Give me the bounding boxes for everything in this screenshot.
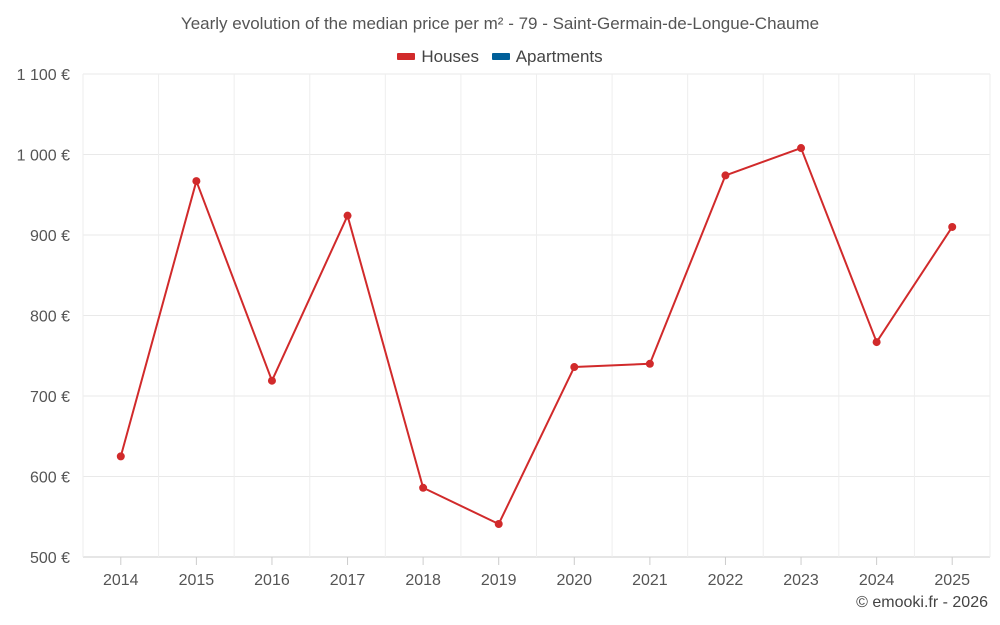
data-point [570, 363, 579, 372]
y-tick-label: 900 € [30, 228, 70, 245]
legend-label-apartments: Apartments [515, 46, 603, 66]
data-point [872, 338, 881, 347]
data-point [645, 359, 654, 368]
data-point [494, 519, 503, 528]
x-tick-label: 2019 [481, 572, 517, 589]
data-point [192, 177, 201, 186]
x-tick-label: 2020 [556, 572, 592, 589]
series-line-houses [119, 147, 954, 525]
data-point [797, 144, 806, 153]
y-tick-label: 800 € [30, 309, 70, 326]
data-point [948, 222, 957, 231]
credit-text: © emooki.fr - 2026 [856, 594, 988, 611]
legend-item-apartments[interactable]: Apartments [491, 46, 603, 67]
x-tick-label: 2017 [330, 572, 366, 589]
x-tick-label: 2022 [708, 572, 744, 589]
data-point [721, 171, 730, 180]
x-tick-label: 2025 [934, 572, 970, 589]
legend-swatch-houses [397, 53, 416, 60]
x-tick-label: 2014 [103, 572, 139, 589]
legend: Houses Apartments [0, 45, 1000, 67]
x-tick-label: 2015 [179, 572, 215, 589]
chart-title: Yearly evolution of the median price per… [180, 14, 820, 33]
x-tick-label: 2016 [254, 572, 290, 589]
x-tick-label: 2023 [783, 572, 819, 589]
y-tick-label: 500 € [30, 550, 70, 567]
data-point [267, 376, 276, 385]
legend-label-houses: Houses [421, 46, 479, 66]
y-tick-label: 600 € [30, 470, 70, 487]
y-tick-label: 1 100 € [17, 67, 70, 84]
data-point [419, 483, 428, 492]
x-tick-label: 2021 [632, 572, 668, 589]
x-tick-label: 2018 [405, 572, 441, 589]
y-tick-label: 1 000 € [17, 148, 70, 165]
y-tick-label: 700 € [30, 389, 70, 406]
data-point [116, 452, 125, 461]
x-tick-label: 2024 [859, 572, 895, 589]
data-point [343, 211, 352, 220]
legend-item-houses[interactable]: Houses [397, 47, 479, 67]
legend-swatch-apartments [491, 53, 510, 60]
